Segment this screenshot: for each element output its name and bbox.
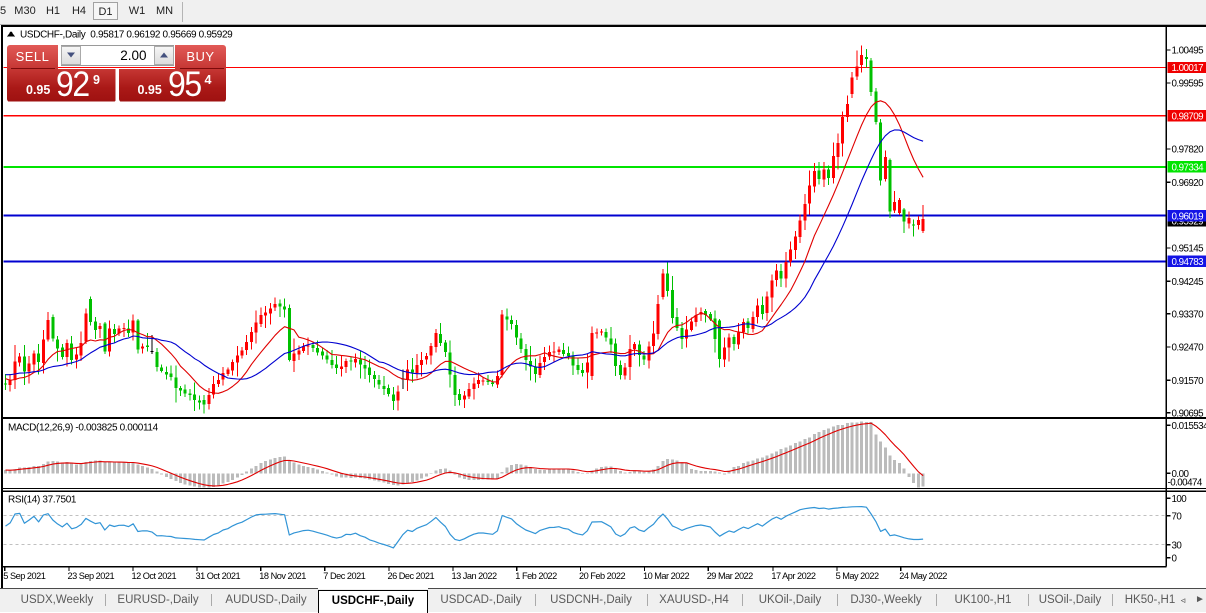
svg-text:5 May 2022: 5 May 2022 — [836, 571, 879, 581]
svg-text:30: 30 — [1172, 540, 1183, 551]
svg-text:12 Oct 2021: 12 Oct 2021 — [132, 571, 177, 581]
svg-text:10 Mar 2022: 10 Mar 2022 — [643, 571, 689, 581]
svg-text:5 Sep 2021: 5 Sep 2021 — [3, 571, 45, 581]
svg-text:0.92470: 0.92470 — [1172, 343, 1205, 354]
svg-text:0.97334: 0.97334 — [1172, 163, 1205, 174]
svg-text:70: 70 — [1172, 511, 1183, 522]
svg-text:0.93370: 0.93370 — [1172, 309, 1205, 320]
svg-text:RSI(14) 37.7501: RSI(14) 37.7501 — [8, 495, 77, 506]
svg-text:18 Nov 2021: 18 Nov 2021 — [259, 571, 306, 581]
svg-text:100: 100 — [1172, 494, 1188, 505]
svg-text:23 Sep 2021: 23 Sep 2021 — [68, 571, 115, 581]
svg-text:0.96019: 0.96019 — [1172, 211, 1204, 222]
svg-text:26 Dec 2021: 26 Dec 2021 — [388, 571, 435, 581]
svg-text:13 Jan 2022: 13 Jan 2022 — [452, 571, 497, 581]
svg-text:0.90695: 0.90695 — [1172, 408, 1205, 419]
svg-text:0.98709: 0.98709 — [1172, 111, 1204, 122]
svg-text:0.94245: 0.94245 — [1172, 277, 1205, 288]
svg-text:0.95145: 0.95145 — [1172, 244, 1205, 255]
svg-text:1.00495: 1.00495 — [1172, 46, 1205, 57]
svg-text:1.00017: 1.00017 — [1172, 63, 1204, 74]
svg-text:MACD(12,26,9) -0.003825 0.0001: MACD(12,26,9) -0.003825 0.000114 — [8, 423, 159, 434]
svg-text:17 Apr 2022: 17 Apr 2022 — [771, 571, 815, 581]
svg-text:0.91570: 0.91570 — [1172, 376, 1205, 387]
svg-text:29 Mar 2022: 29 Mar 2022 — [707, 571, 753, 581]
svg-text:0.015534: 0.015534 — [1172, 421, 1206, 432]
svg-text:24 May 2022: 24 May 2022 — [899, 571, 947, 581]
svg-text:1 Feb 2022: 1 Feb 2022 — [515, 571, 557, 581]
svg-text:0.99595: 0.99595 — [1172, 79, 1205, 90]
svg-text:0.97820: 0.97820 — [1172, 145, 1205, 156]
svg-text:-0.00474: -0.00474 — [1168, 477, 1203, 488]
svg-text:0.96920: 0.96920 — [1172, 178, 1205, 189]
svg-text:7 Dec 2021: 7 Dec 2021 — [323, 571, 365, 581]
svg-text:USDCHF-,Daily 0.95817 0.96192: USDCHF-,Daily 0.95817 0.96192 0.95669 0.… — [20, 30, 233, 41]
svg-text:31 Oct 2021: 31 Oct 2021 — [196, 571, 241, 581]
svg-text:20 Feb 2022: 20 Feb 2022 — [579, 571, 625, 581]
svg-text:0.94783: 0.94783 — [1172, 257, 1205, 268]
